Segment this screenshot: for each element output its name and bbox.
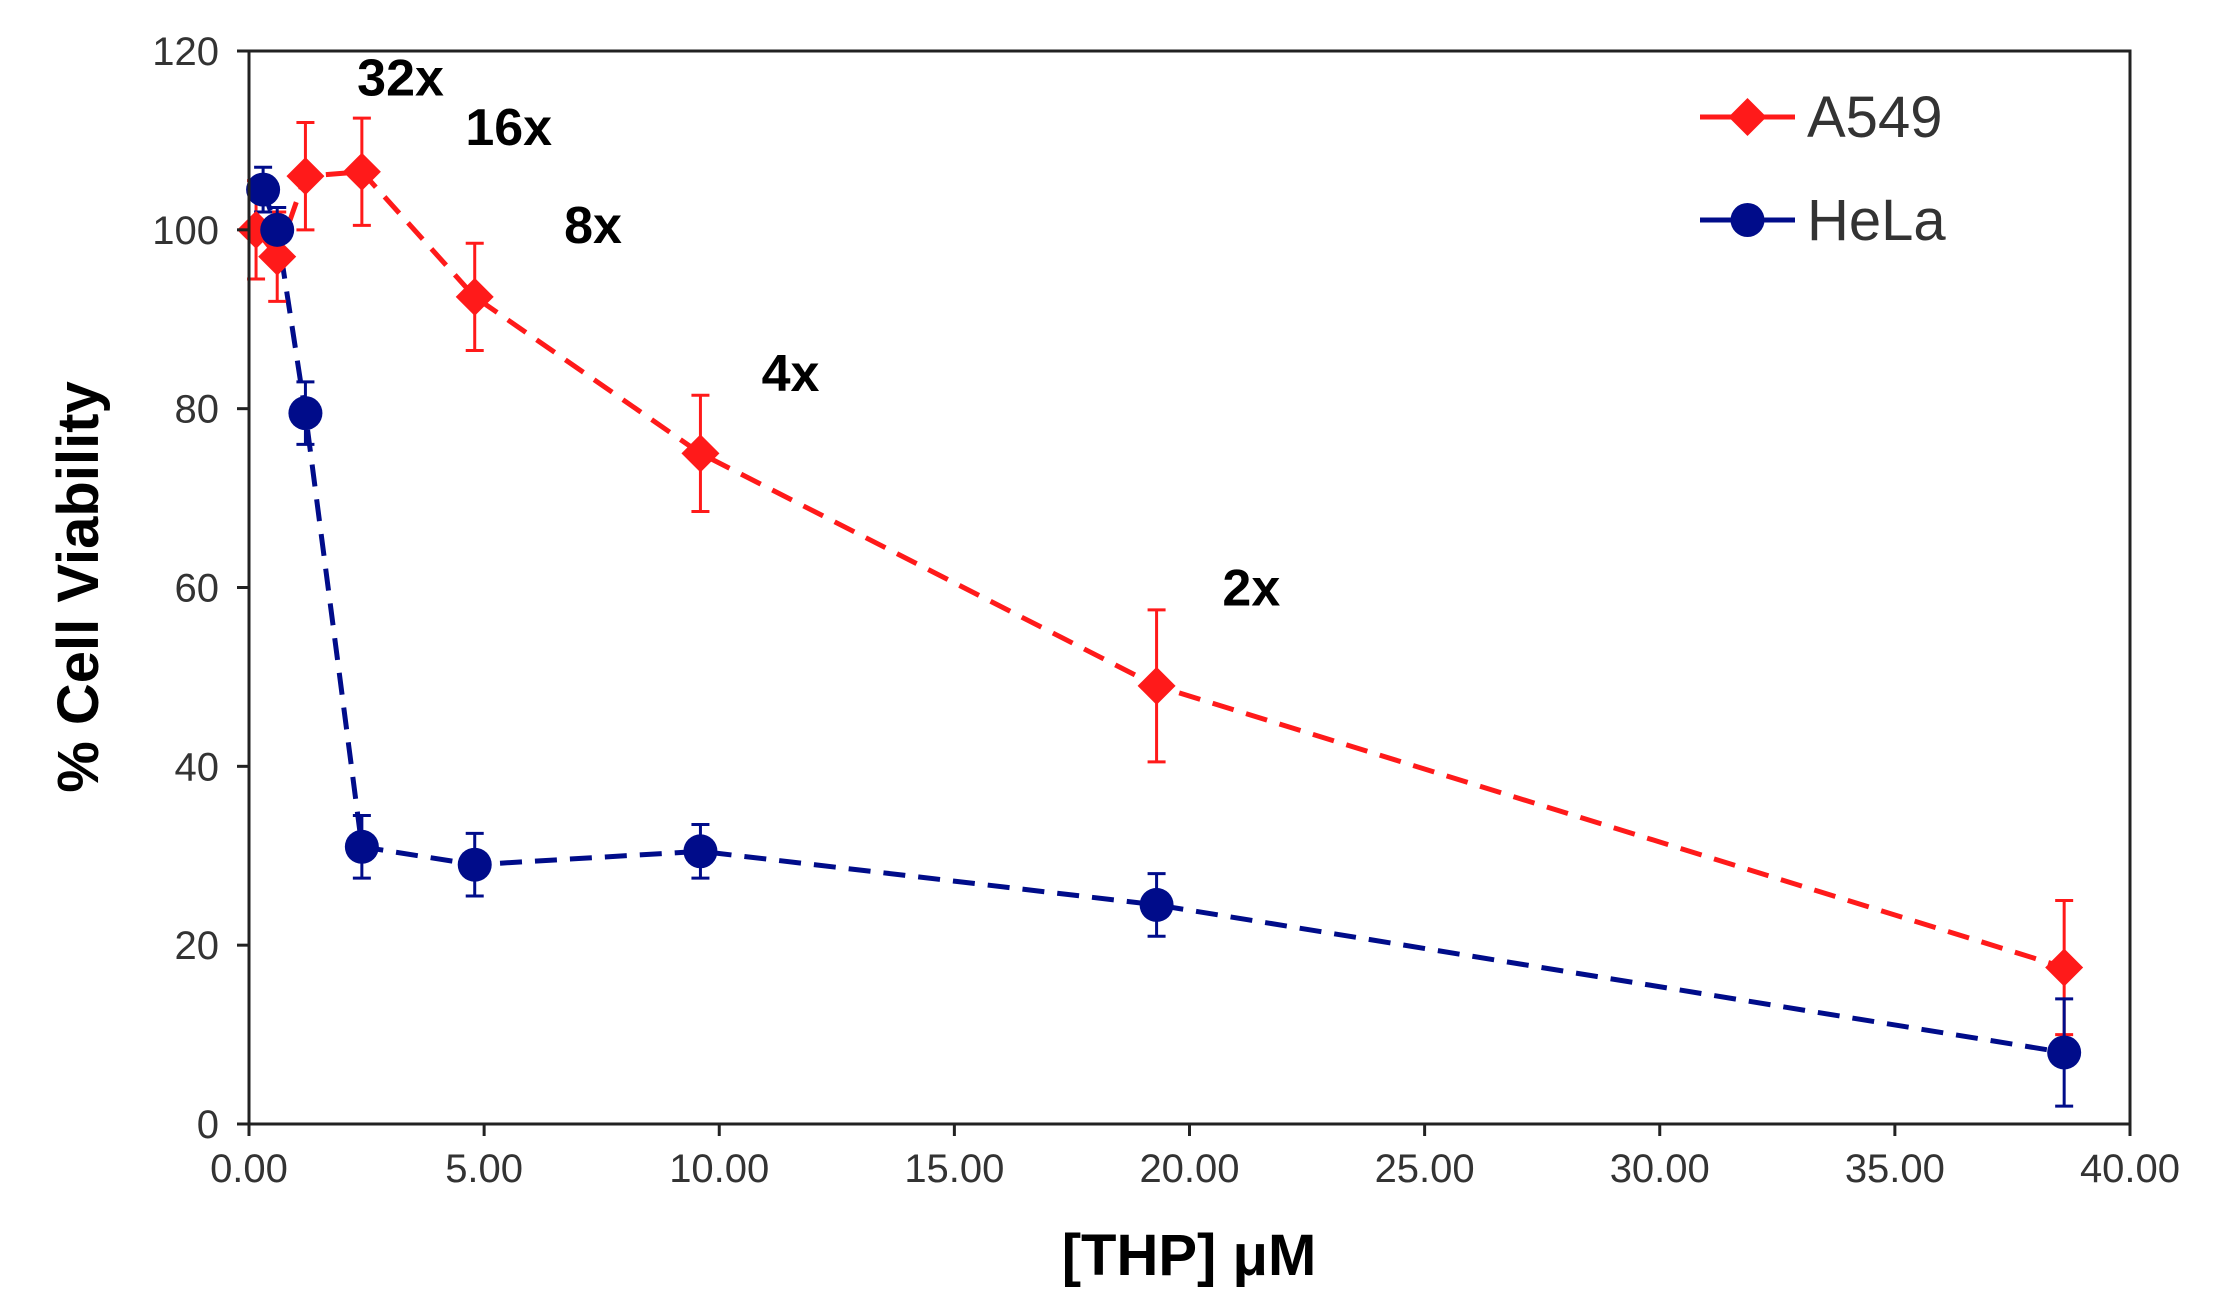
data-point-hela [457,847,492,882]
y-tick-label: 100 [152,209,219,253]
legend-marker-a549 [1728,98,1767,136]
y-tick-label: 20 [175,924,220,968]
data-point-a549 [2045,948,2084,987]
x-tick-label: 35.00 [1845,1147,1945,1191]
data-point-hela [260,212,295,247]
data-point-a549 [342,152,381,191]
data-point-a549 [1137,666,1176,705]
annotation-label: 8x [564,197,622,255]
x-tick-label: 5.00 [445,1147,523,1191]
y-tick-label: 60 [175,567,220,611]
data-point-a549 [681,434,720,473]
x-axis-title: [THP] μM [1062,1223,1317,1288]
legend-label-a549: A549 [1807,85,1942,150]
x-tick-label: 40.00 [2080,1147,2180,1191]
data-point-hela [288,396,323,431]
y-axis-title: % Cell Viability [46,381,111,793]
y-tick-label: 0 [197,1103,219,1147]
y-tick-label: 40 [175,745,220,789]
x-tick-label: 30.00 [1610,1147,1710,1191]
x-tick-label: 10.00 [669,1147,769,1191]
x-tick-label: 0.00 [210,1147,288,1191]
annotation-label: 16x [465,99,552,157]
x-tick-label: 25.00 [1375,1147,1475,1191]
x-tick-label: 20.00 [1139,1147,1239,1191]
data-point-hela [1139,887,1174,922]
annotation-label: 2x [1222,559,1280,617]
data-point-hela [2047,1035,2082,1070]
legend: A549 HeLa [1700,85,1946,253]
data-point-a549 [455,277,494,316]
data-point-a549 [258,237,297,276]
data-point-a549 [286,157,325,196]
data-point-hela [344,829,379,864]
annotation-label: 32x [357,50,444,108]
x-tick-label: 15.00 [904,1147,1004,1191]
data-point-hela [246,172,281,207]
data-point-hela [683,834,718,869]
annotation-label: 4x [762,345,820,403]
y-tick-label: 120 [152,30,219,74]
legend-label-hela: HeLa [1807,188,1946,253]
y-tick-label: 80 [175,388,220,432]
legend-marker-hela [1730,203,1765,237]
